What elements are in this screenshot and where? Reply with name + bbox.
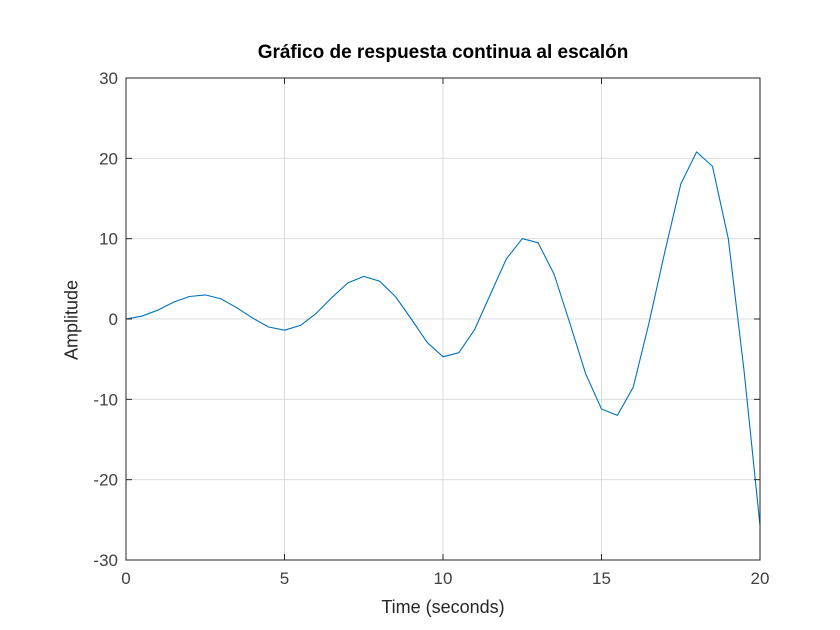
tick-labels: 0 5 10 15 20 -30 -20 -10 0 10 20 30 <box>93 69 769 588</box>
y-tick-label: -20 <box>93 471 118 490</box>
x-axis-label: Time (seconds) <box>381 597 505 617</box>
y-axis-label: Amplitude <box>61 279 82 361</box>
y-tick-label: -30 <box>93 551 118 570</box>
y-tick-label: 20 <box>99 149 118 168</box>
x-tick-label: 10 <box>434 569 453 588</box>
x-tick-label: 20 <box>751 569 770 588</box>
ticks <box>125 77 761 561</box>
chart-title: Gráfico de respuesta continua al escalón <box>257 42 629 63</box>
y-tick-label: 10 <box>99 230 118 249</box>
x-tick-label: 15 <box>592 569 611 588</box>
y-tick-label: 30 <box>99 69 118 88</box>
y-tick-label: -10 <box>93 390 118 409</box>
x-tick-label: 5 <box>280 569 289 588</box>
y-tick-label: 0 <box>109 310 118 329</box>
line-layer <box>125 151 761 526</box>
series-line <box>125 151 761 526</box>
x-tick-label: 0 <box>121 569 130 588</box>
